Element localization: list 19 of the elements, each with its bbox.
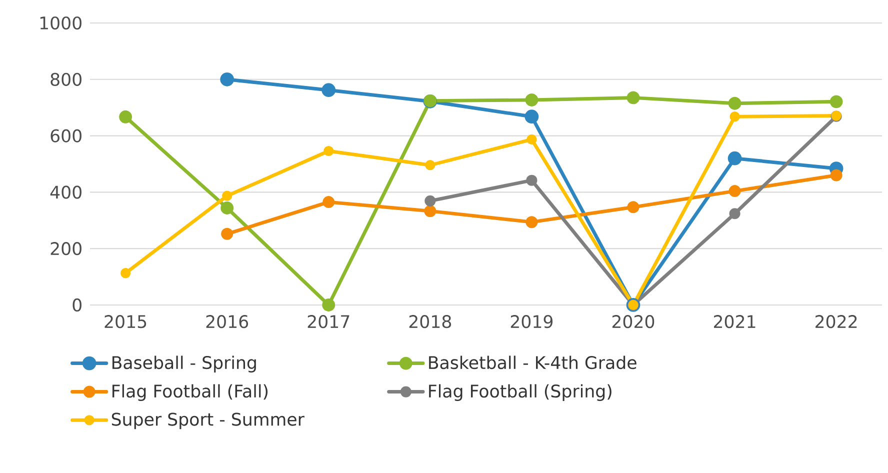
x-tick-label: 2018 xyxy=(409,315,452,328)
y-tick-label: 600 xyxy=(50,129,82,142)
x-tick-label: 2022 xyxy=(816,315,857,328)
legend-label: Flag Football (Spring) xyxy=(429,384,612,401)
x-tick-label: 2015 xyxy=(104,315,146,328)
y-tick-label: 400 xyxy=(50,186,82,199)
x-tick-label: 2016 xyxy=(206,315,248,328)
y-tick-label: 800 xyxy=(50,72,82,86)
legend-label: Super Sport - Summer xyxy=(112,412,304,430)
y-tick-label: 200 xyxy=(50,242,82,256)
legend-label: Basketball - K-4th Grade xyxy=(429,356,636,370)
x-tick-label: 2017 xyxy=(308,315,350,328)
x-tick-label: 2019 xyxy=(510,315,553,328)
legend-label: Baseball - Spring xyxy=(112,356,256,372)
legend-label: Flag Football (Fall) xyxy=(112,384,268,401)
x-tick-label: 2021 xyxy=(714,315,756,328)
y-tick-label: 1000 xyxy=(40,16,82,30)
x-tick-label: 2020 xyxy=(612,315,654,328)
y-tick-label: 0 xyxy=(72,298,82,312)
